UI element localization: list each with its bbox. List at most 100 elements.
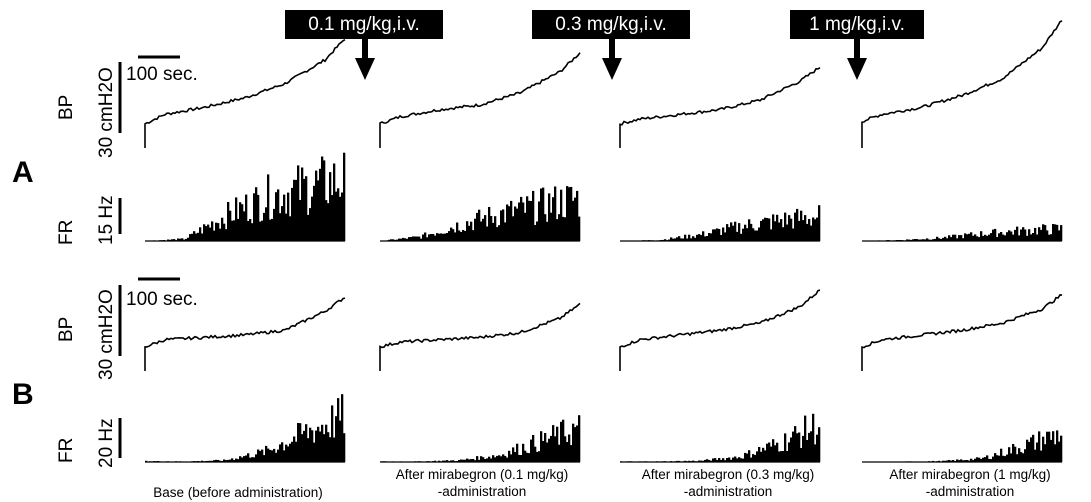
fr-bar [906, 461, 909, 462]
fr-bar [798, 220, 801, 241]
fr-bar [948, 460, 951, 462]
fr-bar [682, 461, 685, 462]
fr-bar [688, 460, 691, 462]
fr-bar [784, 212, 787, 241]
fr-bar [670, 237, 673, 241]
fr-bar [760, 220, 763, 241]
fr-bar [438, 233, 441, 241]
fr-bar [213, 460, 216, 462]
fr-bar [712, 458, 715, 462]
fr-bar [872, 461, 875, 462]
fr-bar [570, 445, 573, 462]
fr-bar [337, 398, 340, 462]
fr-bar [724, 232, 727, 241]
fr-bar [293, 436, 296, 462]
fr-bar [486, 458, 489, 462]
fr-bar [313, 185, 316, 241]
fr-bar [922, 239, 925, 241]
fr-bar [734, 221, 737, 241]
fr-bar [201, 460, 204, 462]
fr-bar [786, 451, 789, 462]
fr-bar [814, 219, 817, 241]
fr-bar [920, 239, 923, 241]
fr-bar [301, 434, 304, 462]
fr-bar [311, 430, 314, 462]
fr-bar [994, 228, 997, 241]
fr-bar [782, 227, 785, 241]
fr-bar [235, 458, 238, 462]
fr-bar [1014, 446, 1017, 462]
fr-bar [716, 460, 719, 462]
fr-bar [1050, 234, 1053, 241]
fr-bar [1004, 235, 1007, 241]
fr-bar [341, 192, 344, 241]
fr-bar [291, 187, 294, 241]
fr-histogram-A-3 [862, 224, 1063, 242]
fr-bar [319, 168, 322, 241]
fr-bar [215, 222, 218, 241]
fr-bar [984, 234, 987, 241]
fr-bar [650, 240, 653, 241]
fr-bar [556, 426, 559, 462]
fr-bar [636, 461, 639, 462]
fr-bar [412, 236, 415, 241]
fr-bar [714, 458, 717, 462]
fr-bar [492, 222, 495, 241]
fr-bar [466, 221, 469, 241]
fr-bar [458, 230, 461, 241]
fr-bar [788, 442, 791, 462]
fr-bar [219, 460, 222, 462]
fr-bar [712, 229, 715, 241]
fr-bar [966, 234, 969, 241]
fr-bar [1024, 449, 1027, 462]
fr-bar [752, 454, 755, 462]
fr-bar [171, 461, 174, 462]
fr-bar [732, 225, 735, 241]
fr-bar [341, 394, 344, 462]
fr-histogram-A-2 [620, 205, 821, 242]
fr-bar [1020, 229, 1023, 241]
fr-bar [426, 237, 429, 241]
fr-bar [730, 459, 733, 462]
condition-label-line2: -administration [683, 484, 773, 499]
fr-bar [794, 212, 797, 241]
fr-bar [802, 220, 805, 241]
fr-bar [620, 461, 623, 462]
fr-bar [904, 461, 907, 462]
fr-bar [812, 413, 815, 462]
fr-bar [488, 207, 491, 241]
fr-bar [772, 439, 775, 462]
fr-bar [946, 460, 949, 462]
fr-bar [780, 219, 783, 241]
row-label-a: A [12, 156, 34, 189]
fr-bar [722, 227, 725, 241]
bp-trace-B-3 [861, 294, 1063, 371]
bp-trace-A-2 [619, 67, 821, 148]
fr-bar [656, 461, 659, 462]
fr-bar [1032, 233, 1035, 241]
fr-bar [762, 447, 765, 462]
fr-bar [279, 213, 282, 241]
fr-bar [207, 224, 210, 241]
condition-label-0.1: After mirabegron (0.1 mg/kg) -administra… [362, 466, 602, 500]
fr-bar [810, 431, 813, 462]
fr-bar [287, 192, 290, 241]
dose-label-0.1: 0.1 mg/kg,i.v. [285, 10, 443, 39]
fr-bar [470, 221, 473, 241]
fr-bar [750, 457, 753, 462]
fr-bar [908, 239, 911, 241]
fr-bar [514, 452, 517, 462]
fr-bar [764, 450, 767, 462]
fr-bar [804, 215, 807, 241]
fr-bar [806, 223, 809, 241]
fr-bar [151, 461, 154, 462]
fr-bar [169, 461, 172, 462]
fr-bar [632, 461, 635, 462]
fr-bar [790, 437, 793, 462]
fr-bar [470, 459, 473, 462]
fr-bar [245, 194, 248, 241]
fr-bar [496, 455, 499, 462]
fr-bar [490, 216, 493, 241]
fr-bar [502, 454, 505, 462]
fr-bar [161, 240, 164, 241]
